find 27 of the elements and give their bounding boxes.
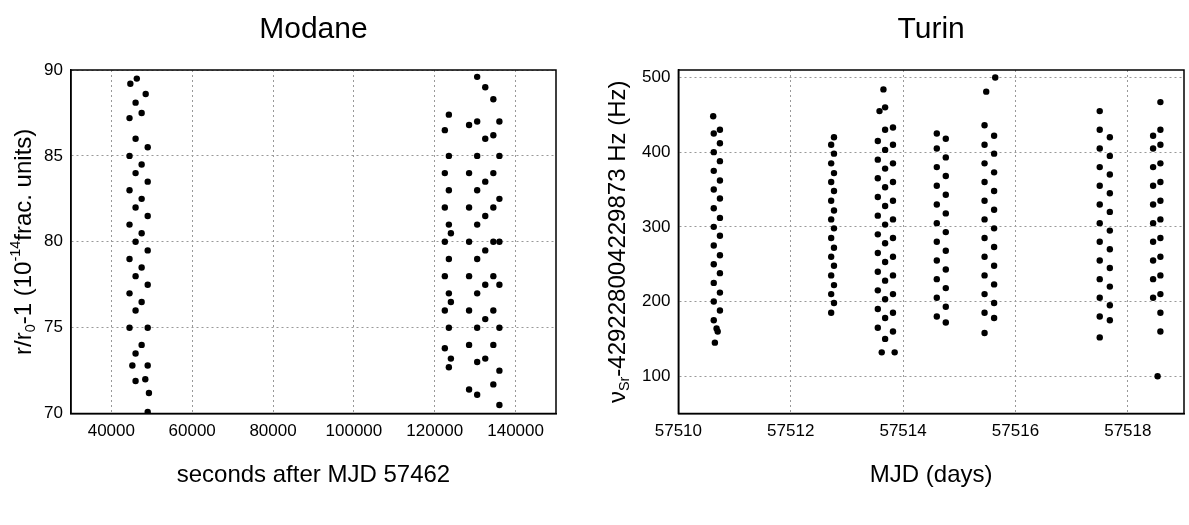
x-tick-label: 100000	[325, 421, 383, 441]
y-tick-label: 100	[641, 365, 671, 385]
x-tick-label: 57510	[654, 421, 702, 441]
x-tick-label: 140000	[487, 421, 544, 441]
y-tick-label: 70	[43, 403, 63, 423]
y-axis-title: νSr-429228004229873 Hz (Hz)	[602, 80, 633, 404]
x-tick-label: 120000	[406, 421, 464, 441]
y-tick-label: 90	[43, 59, 63, 79]
chart-title: Modane	[259, 11, 368, 45]
y-tick-label: 500	[641, 67, 671, 87]
x-axis-title: MJD (days)	[869, 460, 993, 488]
y-tick-label: 200	[641, 291, 671, 311]
x-tick-label: 57516	[991, 421, 1040, 441]
y-tick-label: 400	[641, 141, 671, 161]
y-tick-label: 85	[43, 145, 63, 165]
chart-title: Turin	[897, 11, 965, 45]
x-tick-label: 57514	[879, 421, 927, 441]
x-tick-label: 40000	[87, 421, 135, 441]
x-axis-title: seconds after MJD 57462	[176, 460, 451, 488]
x-tick-label: 57512	[767, 421, 815, 441]
x-tick-label: 57518	[1104, 421, 1152, 441]
y-tick-label: 75	[43, 317, 63, 337]
y-tick-label: 80	[43, 231, 63, 251]
y-axis-title: r/r0-1 (10-14frac. units)	[6, 128, 39, 355]
x-tick-label: 80000	[249, 421, 297, 441]
x-tick-label: 60000	[168, 421, 216, 441]
y-tick-label: 300	[641, 216, 671, 236]
